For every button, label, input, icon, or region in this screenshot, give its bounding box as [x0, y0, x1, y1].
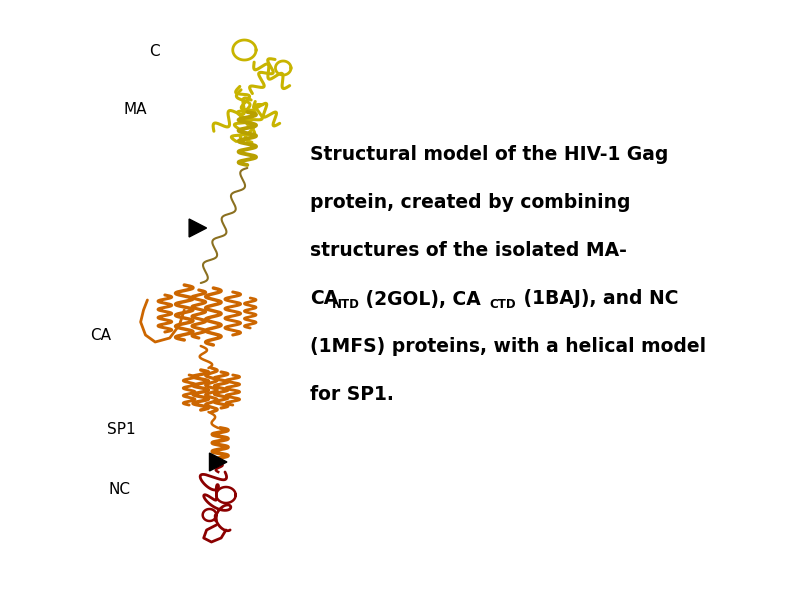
Text: CA: CA: [90, 328, 111, 343]
Polygon shape: [210, 453, 227, 471]
Polygon shape: [189, 219, 206, 237]
Text: SP1: SP1: [107, 422, 136, 437]
Text: structures of the isolated MA-: structures of the isolated MA-: [310, 241, 627, 260]
Text: MA: MA: [124, 103, 147, 118]
Text: (2GOL), CA: (2GOL), CA: [359, 289, 481, 308]
Text: CTD: CTD: [490, 298, 516, 311]
Text: (1MFS) proteins, with a helical model: (1MFS) proteins, with a helical model: [310, 337, 706, 356]
Text: C: C: [150, 44, 160, 59]
Text: Structural model of the HIV-1 Gag: Structural model of the HIV-1 Gag: [310, 145, 669, 164]
Text: (1BAJ), and NC: (1BAJ), and NC: [517, 289, 678, 308]
Text: for SP1.: for SP1.: [310, 385, 394, 404]
Text: NC: NC: [109, 482, 131, 497]
Text: CA: CA: [310, 289, 338, 308]
Text: NTD: NTD: [332, 298, 359, 311]
Text: protein, created by combining: protein, created by combining: [310, 193, 631, 212]
